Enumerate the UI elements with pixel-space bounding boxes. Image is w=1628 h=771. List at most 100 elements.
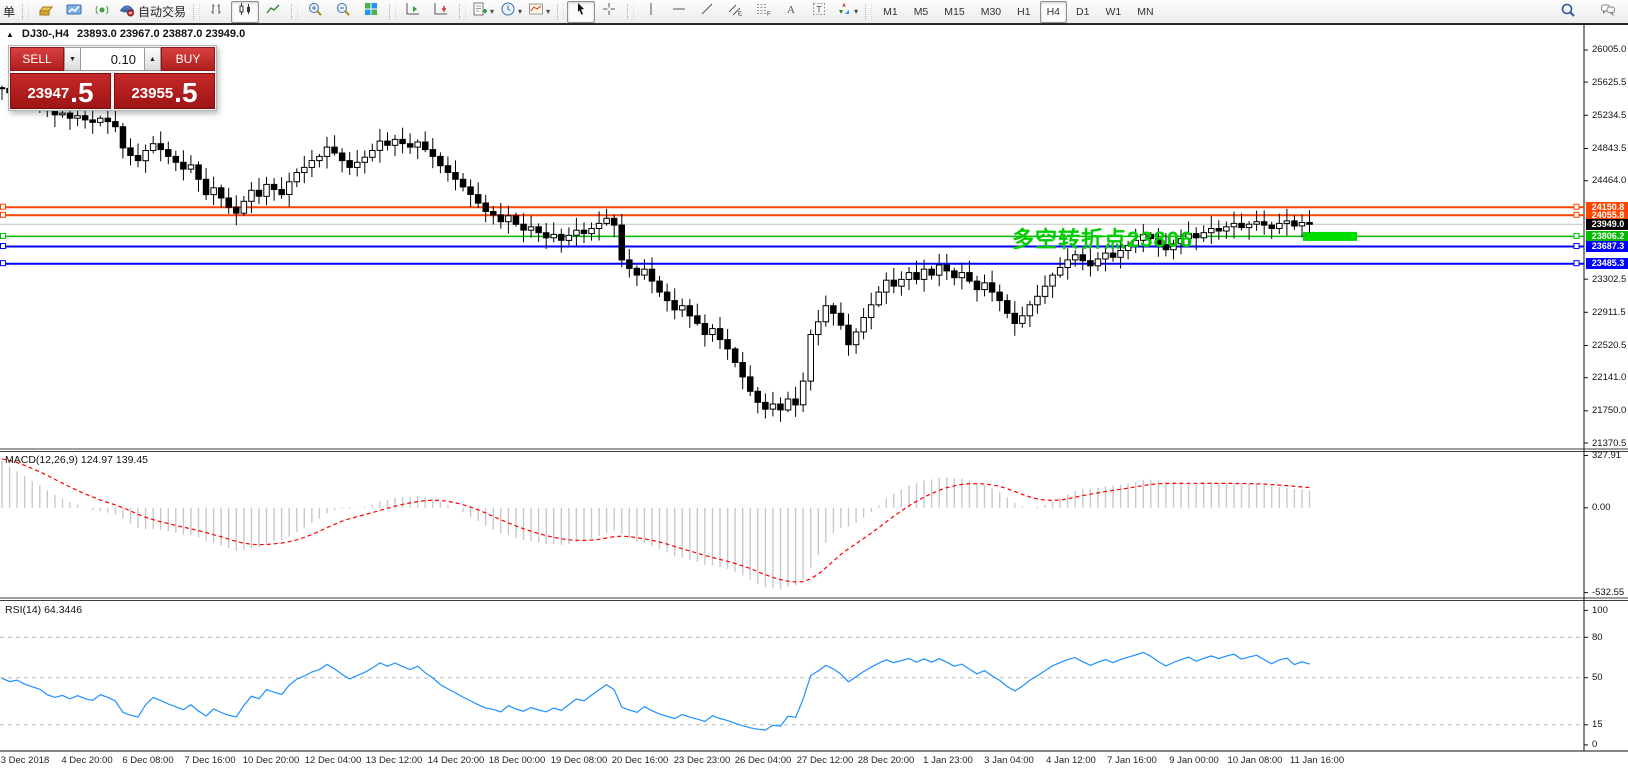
collapse-trade-panel-icon[interactable]: ▲ (6, 29, 14, 39)
line-handle[interactable] (0, 232, 6, 239)
tile-windows-button[interactable] (357, 1, 385, 23)
periods-clock-button[interactable]: ▾ (497, 1, 525, 23)
timeframe-M15[interactable]: M15 (944, 5, 965, 18)
candlestick-chart-button[interactable] (231, 0, 260, 23)
equidistant-channel-button[interactable]: E (721, 1, 749, 23)
fibonacci-icon: F (755, 1, 771, 22)
zoom-out-button[interactable] (329, 1, 357, 23)
zoom-out-icon (335, 1, 351, 22)
chart-shift-button[interactable] (427, 1, 455, 23)
sell-price-box[interactable]: 23947.5 (10, 73, 111, 109)
candlestick-series (0, 78, 1313, 422)
highlight-rect[interactable] (1303, 231, 1357, 241)
chevron-down-icon[interactable]: ▾ (546, 7, 551, 16)
timeframe-D1[interactable]: D1 (1076, 5, 1090, 18)
timeframe-M5[interactable]: M5 (913, 5, 929, 18)
line-chart-icon (265, 1, 281, 22)
search-button[interactable] (1554, 1, 1582, 23)
periods-clock-icon (500, 1, 516, 22)
text-button[interactable]: A (777, 1, 805, 23)
line-handle[interactable] (1573, 260, 1580, 267)
line-handle[interactable] (1573, 232, 1580, 239)
arrows-button[interactable]: ▾ (833, 1, 861, 23)
indicators-add-button[interactable]: ▾ (469, 1, 497, 23)
line-handle[interactable] (1573, 211, 1580, 218)
macd-signal-line (1, 458, 1310, 583)
toolbar-group-handle (557, 4, 565, 19)
chat-button[interactable] (1594, 1, 1622, 23)
toolbar-group-handle (389, 4, 397, 19)
tile-windows-icon (363, 1, 379, 22)
timeframe-H4[interactable]: H4 (1039, 0, 1068, 23)
line-handle[interactable] (0, 260, 6, 267)
text-icon: A (783, 1, 799, 22)
timeframe-MN[interactable]: MN (1137, 5, 1154, 18)
chart-shift-icon (433, 1, 449, 22)
line-chart-button[interactable] (259, 1, 287, 23)
vertical-line-button[interactable] (637, 1, 665, 23)
text-label-icon: T (811, 1, 827, 22)
volume-increase-button[interactable]: ▲ (144, 47, 161, 71)
timeframe-M1[interactable]: M1 (883, 5, 898, 18)
chevron-down-icon[interactable]: ▾ (490, 7, 495, 16)
templates-button[interactable]: ▾ (525, 1, 553, 23)
svg-text:T: T (816, 5, 822, 15)
timeframe-H1[interactable]: H1 (1017, 5, 1031, 18)
buy-button[interactable]: BUY (161, 47, 215, 71)
trendline-button[interactable] (693, 1, 721, 23)
volume-input[interactable]: 0.10 (81, 47, 144, 71)
horizontal-line-icon (671, 1, 687, 22)
chart-upload-button[interactable] (60, 1, 88, 23)
toolbar-group-handle (291, 4, 299, 19)
crosshair-button[interactable] (595, 1, 623, 23)
history-gold-icon (38, 1, 54, 22)
timeframe-W1[interactable]: W1 (1105, 5, 1122, 18)
symbol-period: DJ30-,H4 (21, 28, 69, 40)
text-label-button[interactable]: T (805, 1, 833, 23)
timeframe-M30[interactable]: M30 (980, 5, 1002, 18)
toolbar-group-handle (193, 4, 201, 19)
horizontal-line-button[interactable] (665, 1, 693, 23)
annotation-text[interactable]: 多空转折点23806 (1012, 227, 1194, 253)
fibonacci-button[interactable]: F (749, 1, 777, 23)
sell-button[interactable]: SELL (10, 47, 64, 71)
autotrading-button[interactable]: 自动交易 (116, 1, 189, 23)
rsi-levels (0, 636, 1584, 726)
sell-price: 23947 (27, 85, 70, 102)
svg-text:A: A (787, 4, 795, 16)
toolbar-group-handle (459, 4, 467, 19)
line-handle[interactable] (0, 243, 6, 249)
axis-ticks (1584, 49, 1588, 746)
bar-chart-button[interactable] (203, 1, 231, 23)
line-handle[interactable] (0, 211, 6, 218)
new-order-button[interactable]: 单 (3, 5, 16, 19)
signal-button[interactable] (88, 1, 116, 23)
line-handle[interactable] (0, 203, 6, 210)
chart-window: ▲ DJ30-,H4 23893.0 23967.0 23887.0 23949… (0, 24, 1628, 771)
toolbar-group-handle (627, 4, 635, 19)
auto-scroll-button[interactable] (399, 1, 427, 23)
vertical-line-icon (643, 1, 659, 22)
ohlc-values: 23893.0 23967.0 23887.0 23949.0 (77, 28, 246, 40)
sell-price-frac: .5 (70, 77, 94, 108)
timeframe-group: M1 M5 M15 M30 H1 H4 D1 W1 MN (875, 0, 1161, 24)
arrows-icon (836, 1, 852, 22)
buy-price-frac: .5 (174, 77, 198, 108)
chat-icon (1600, 2, 1616, 23)
volume-decrease-button[interactable]: ▼ (64, 47, 81, 71)
buy-price-box[interactable]: 23955.5 (114, 73, 215, 109)
cursor-button[interactable] (567, 0, 596, 23)
zoom-in-button[interactable] (301, 1, 329, 23)
templates-icon (528, 1, 544, 22)
line-handle[interactable] (1573, 203, 1580, 210)
chevron-down-icon[interactable]: ▾ (854, 7, 859, 16)
buy-price: 23955 (131, 85, 174, 102)
toolbar-button-label: 自动交易 (138, 5, 187, 19)
chevron-down-icon[interactable]: ▾ (518, 7, 523, 16)
line-handle[interactable] (1573, 243, 1580, 249)
history-gold-button[interactable] (32, 1, 60, 23)
bar-chart-icon (209, 1, 225, 22)
zoom-in-icon (307, 1, 323, 22)
